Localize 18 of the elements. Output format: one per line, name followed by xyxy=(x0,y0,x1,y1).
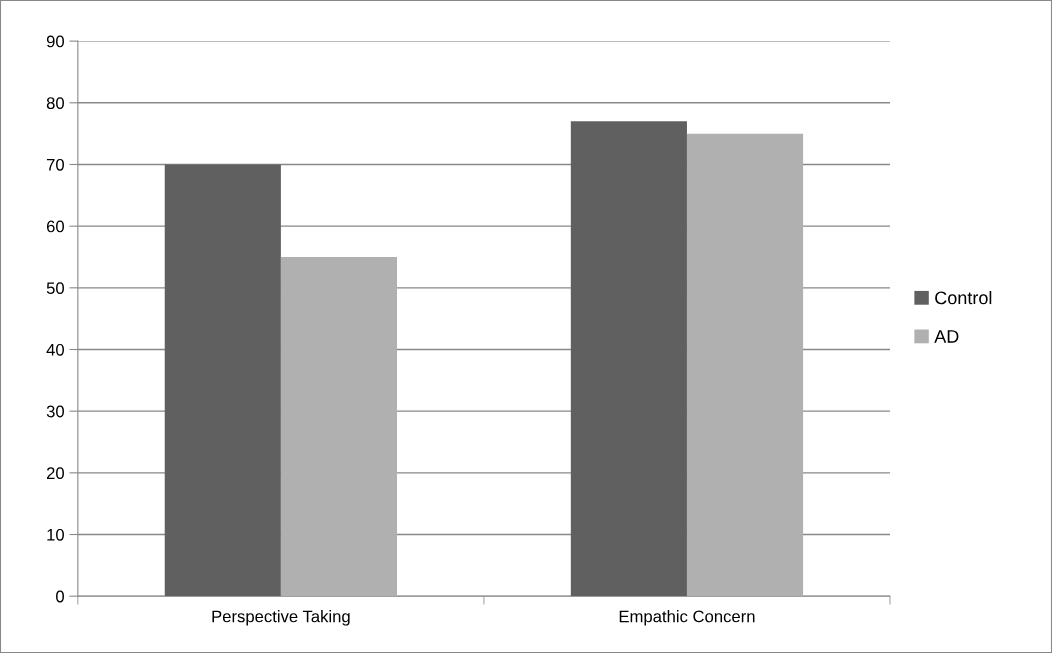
y-tick-label: 10 xyxy=(47,528,64,541)
y-tick-label: 80 xyxy=(46,97,64,110)
legend-label: AD xyxy=(934,330,959,343)
bar xyxy=(686,133,804,597)
y-tick-label: 50 xyxy=(46,282,64,295)
y-tick-label: 30 xyxy=(46,405,64,418)
y-tick-label: 40 xyxy=(46,343,64,356)
bar xyxy=(570,121,687,597)
y-tick-label: 70 xyxy=(46,158,64,171)
legend-label: Control xyxy=(935,291,992,305)
y-tick-label: 20 xyxy=(46,467,64,480)
bar xyxy=(164,164,281,597)
y-tick-label: 90 xyxy=(46,35,64,48)
x-tick-label: Perspective Taking xyxy=(212,610,350,626)
y-tick-label: 0 xyxy=(56,590,64,603)
x-tick-label: Empathic Concern xyxy=(619,610,755,626)
bar xyxy=(280,256,398,597)
y-tick-label: 60 xyxy=(46,220,64,233)
